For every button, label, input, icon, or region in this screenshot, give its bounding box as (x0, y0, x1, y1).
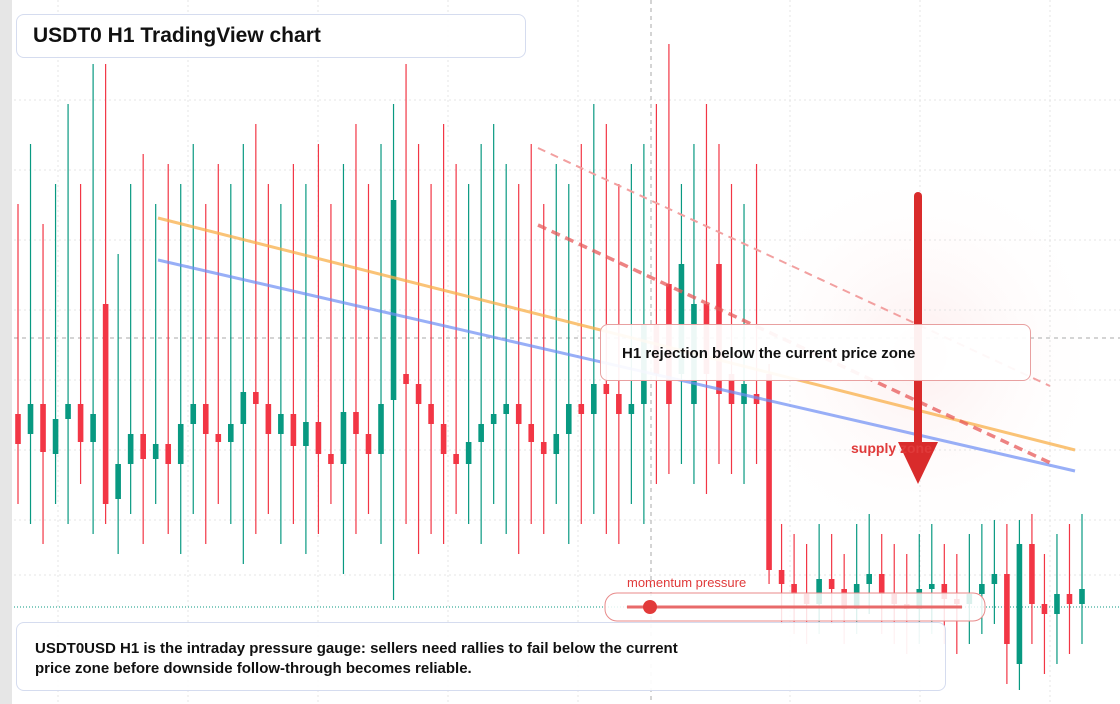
gauge-knob (643, 600, 657, 614)
candle-body (77, 404, 84, 442)
candle-body (303, 422, 309, 446)
candle-body (415, 384, 422, 404)
candle-body (928, 584, 935, 589)
candle-body (1004, 574, 1010, 644)
candle-body (390, 200, 397, 400)
candle-body (591, 384, 597, 414)
candle-body (290, 414, 297, 446)
candle-body (378, 404, 384, 454)
candle-body (453, 454, 459, 464)
candle-body (553, 434, 560, 454)
trend-line-red (537, 223, 1056, 467)
candle-body (165, 444, 172, 464)
candle-body (27, 404, 34, 434)
candle-body (828, 579, 835, 589)
candle-body (202, 404, 209, 434)
candle-body (778, 570, 785, 584)
chart-title: USDT0 H1 TradingView chart (16, 14, 526, 58)
candle-body (403, 374, 409, 384)
candle-body (115, 464, 121, 499)
candle-body (528, 424, 535, 442)
supply-label: supply zone (851, 440, 932, 456)
candle-body (328, 454, 334, 464)
candle-body (353, 412, 359, 434)
candle-body (253, 392, 259, 404)
candle-body (428, 404, 434, 424)
candle-body (490, 414, 497, 424)
candle-body (628, 404, 635, 414)
candle-body (678, 264, 685, 374)
candle-body (440, 424, 447, 454)
candle-body (1054, 594, 1060, 614)
candle-body (878, 574, 885, 594)
candle-body (979, 584, 985, 594)
candle-body (127, 434, 134, 464)
candle-body (240, 392, 247, 424)
candle-body (616, 394, 622, 414)
candle-body (1016, 544, 1023, 664)
candle-body (340, 412, 347, 464)
candle-body (1066, 594, 1073, 604)
candle-body (465, 442, 472, 464)
candle-body (140, 434, 146, 459)
candle-body (365, 434, 372, 454)
candle-body (991, 574, 998, 584)
candle-body (791, 584, 797, 594)
candle-body (728, 374, 735, 404)
candle-body (478, 424, 484, 442)
candle-body (265, 404, 272, 434)
arrow-head (898, 442, 938, 484)
candle-body (90, 414, 96, 442)
gauge-label: momentum pressure (627, 575, 746, 590)
caption-text: USDT0USD H1 is the intraday pressure gau… (35, 640, 678, 677)
candle-body (152, 444, 159, 459)
candle-body (540, 442, 547, 454)
candle-body (228, 424, 234, 442)
candle-body (102, 304, 109, 504)
candle-body (1029, 544, 1035, 604)
candle-body (15, 414, 21, 444)
candle-body (578, 404, 585, 414)
candle-body (65, 404, 71, 419)
candle-body (1079, 589, 1085, 604)
rejection-note: H1 rejection below the current price zon… (600, 324, 1031, 381)
candle-body (52, 419, 59, 454)
candle-body (40, 404, 46, 452)
left-edge (0, 0, 12, 704)
candle-body (315, 422, 322, 454)
candle-body (1041, 604, 1048, 614)
candle-body (515, 404, 522, 424)
candle-body (503, 404, 509, 414)
candle-body (766, 374, 772, 570)
candle-body (190, 404, 197, 424)
candles (15, 44, 1085, 690)
candle-body (866, 574, 872, 584)
candle-body (177, 424, 184, 464)
candle-body (603, 384, 610, 394)
candle-body (565, 404, 572, 434)
candle-body (816, 579, 822, 604)
caption: USDT0USD H1 is the intraday pressure gau… (16, 622, 946, 691)
candle-body (941, 584, 948, 599)
trend-line-pink (537, 147, 1051, 387)
candle-body (215, 434, 222, 442)
candle-body (278, 414, 284, 434)
